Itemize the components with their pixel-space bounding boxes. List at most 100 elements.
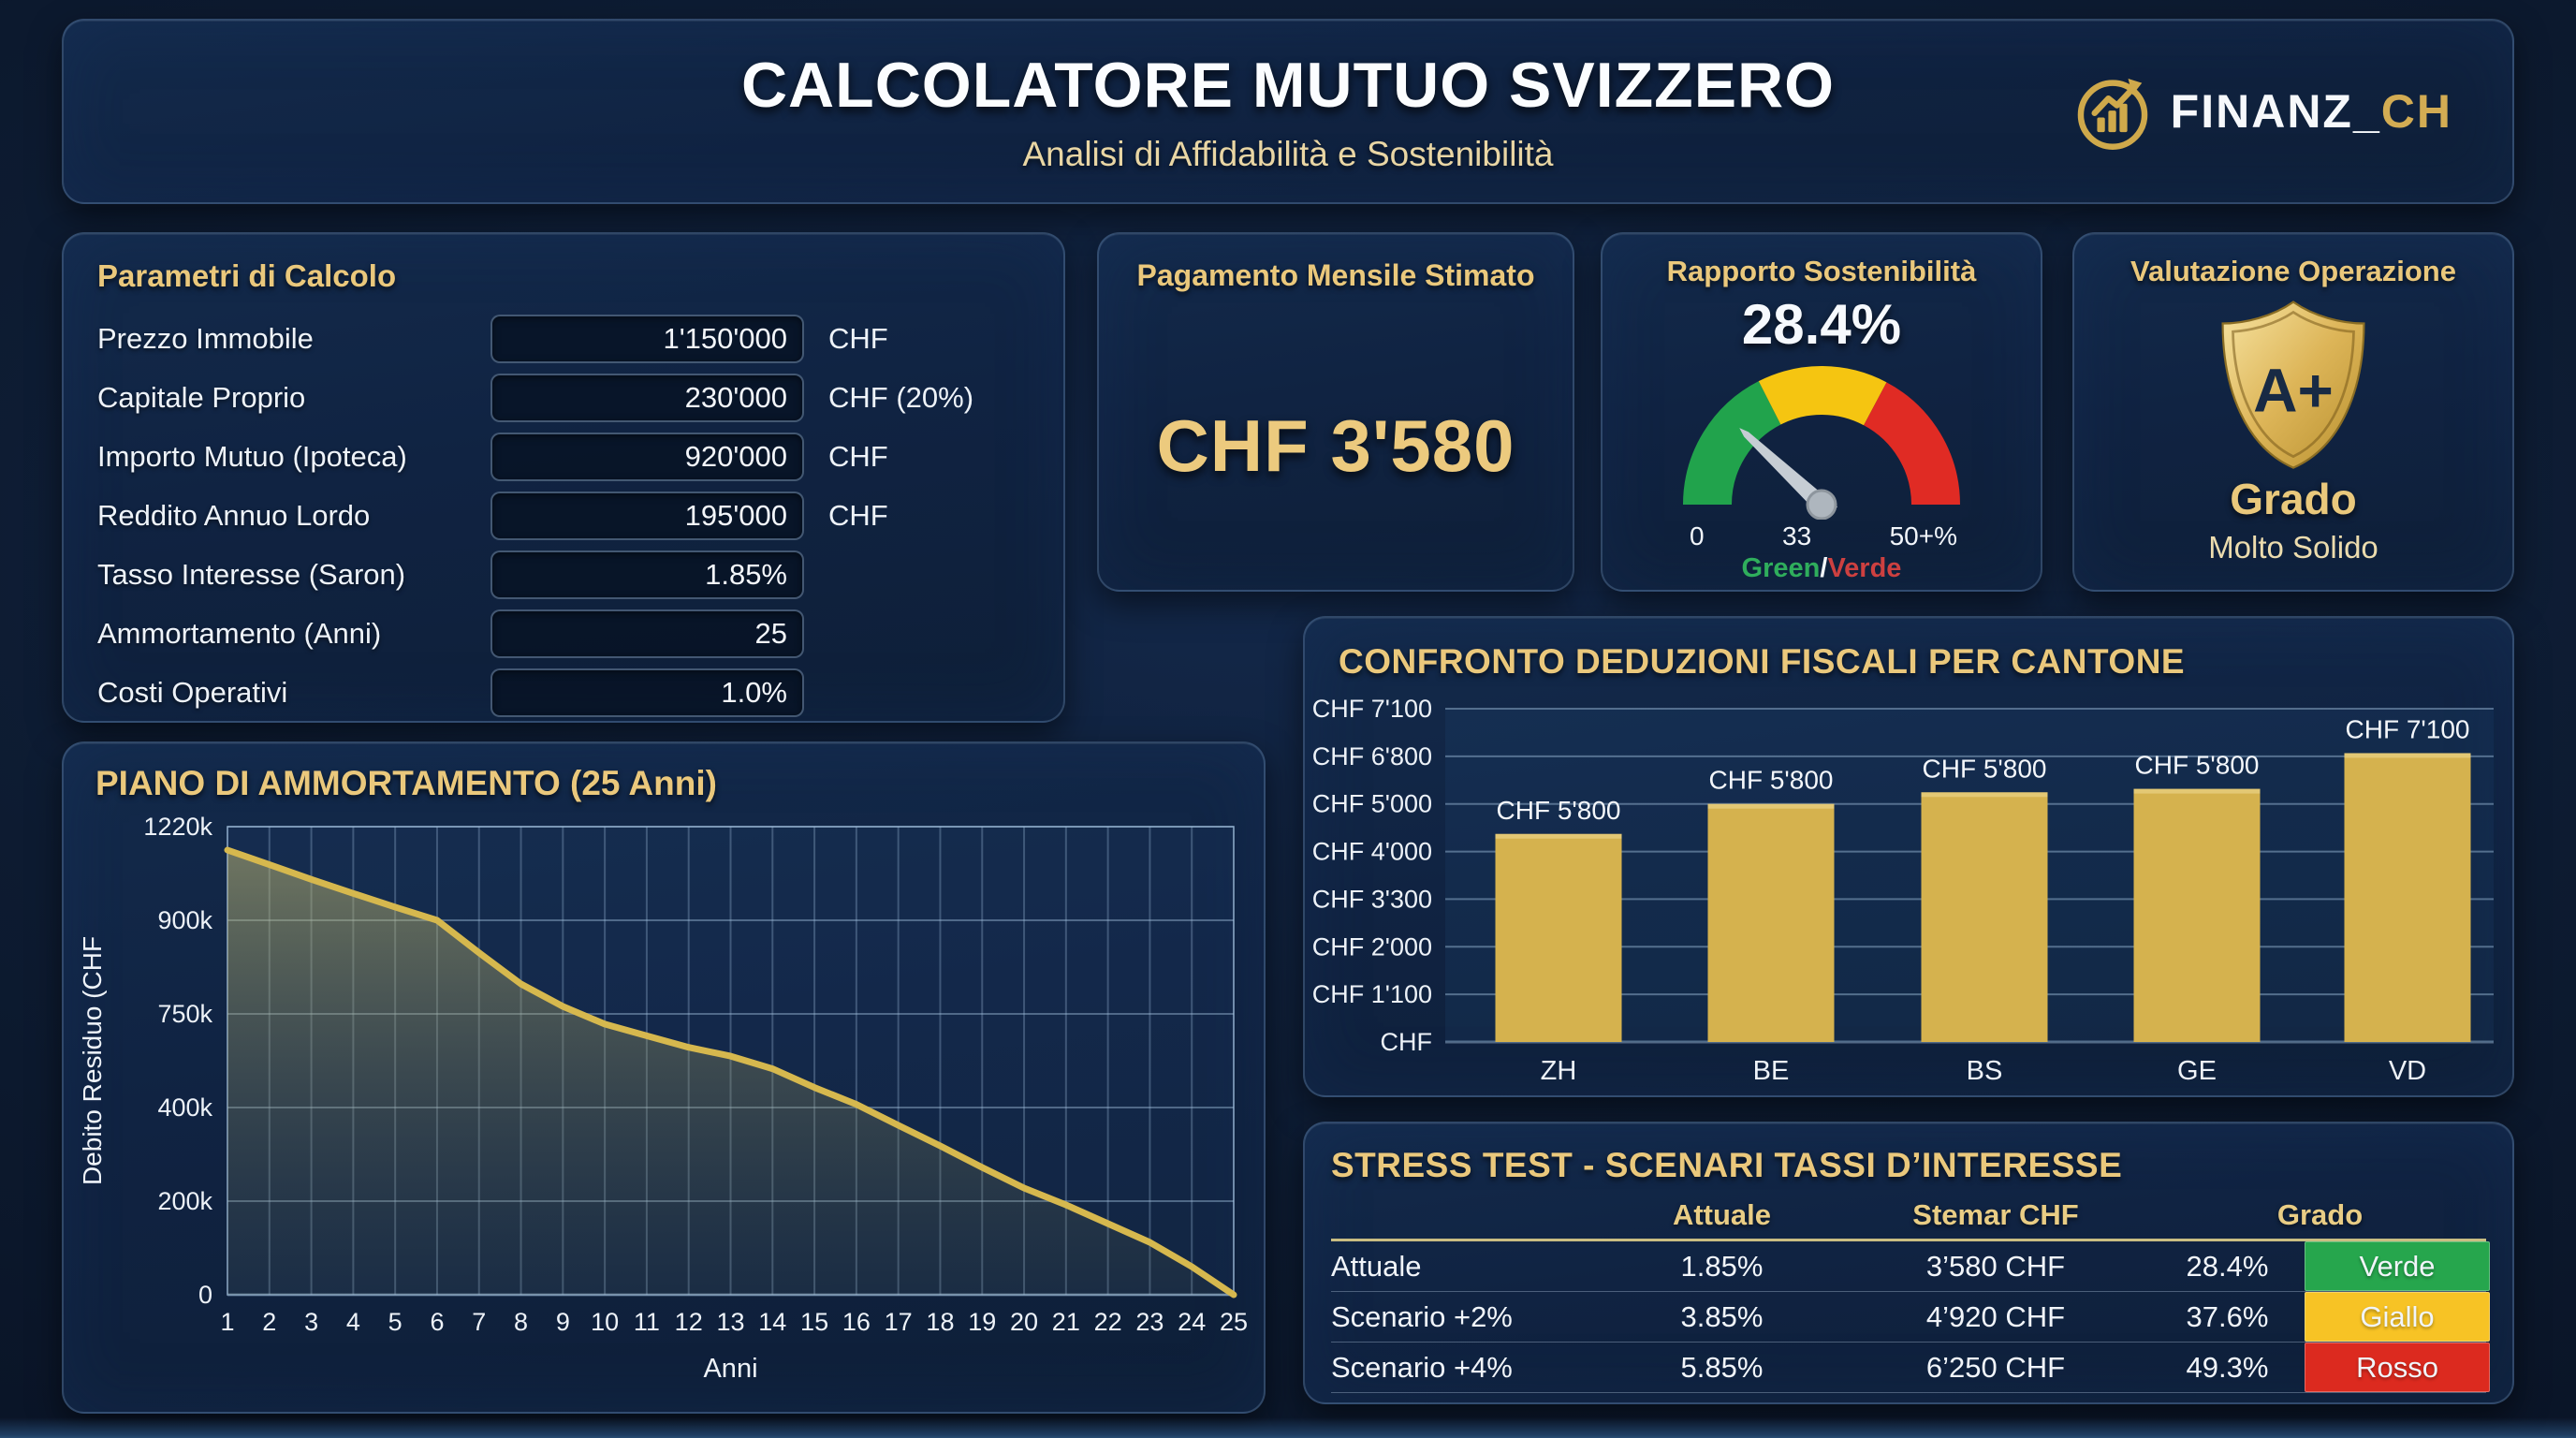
svg-text:200k: 200k (157, 1187, 212, 1215)
svg-text:11: 11 (634, 1308, 660, 1336)
gauge-tick-max: 50+% (1889, 521, 1957, 550)
status-badge-rosso: Rosso (2305, 1343, 2490, 1392)
svg-text:1: 1 (220, 1308, 234, 1336)
chart-growth-circle-icon (2077, 79, 2147, 150)
gauge-needle (1739, 428, 1838, 520)
svg-text:CHF 5'800: CHF 5'800 (2135, 751, 2260, 780)
param-row: Costi Operativi (97, 663, 1030, 722)
amortization-panel: PIANO DI AMMORTAMENTO (25 Anni) 0 200k 400… (62, 741, 1266, 1414)
stress-header-grado: Grado (2276, 1197, 2364, 1231)
param-input-tasso-interesse[interactable] (490, 550, 804, 599)
svg-text:CHF 5'800: CHF 5'800 (1709, 766, 1834, 795)
status-badge-giallo: Giallo (2305, 1292, 2490, 1342)
brand-logo: FINANZ_CH (2070, 68, 2452, 154)
gauge-legend-red: Verde (1827, 553, 1902, 583)
brand-name: FINANZ_CH (2171, 84, 2452, 139)
gauge-legend-green: Green (1741, 553, 1821, 583)
param-row: Capitale Proprio CHF (20%) (97, 368, 1030, 427)
svg-text:CHF 7'100: CHF 7'100 (1312, 695, 1432, 723)
svg-text:CHF 5'000: CHF 5'000 (1312, 790, 1432, 818)
param-unit: CHF (828, 321, 888, 355)
param-input-reddito-annuo[interactable] (490, 491, 804, 540)
svg-text:900k: 900k (157, 906, 212, 934)
bottom-edge-strip (0, 1417, 2576, 1438)
svg-text:14: 14 (758, 1308, 786, 1336)
param-input-prezzo-immobile[interactable] (490, 314, 804, 363)
svg-text:GE: GE (2177, 1056, 2217, 1086)
svg-text:17: 17 (885, 1308, 913, 1336)
svg-text:16: 16 (842, 1308, 871, 1336)
svg-text:CHF 2'000: CHF 2'000 (1312, 932, 1432, 961)
stress-table-row: Attuale 1.85% 3’580 CHF 28.4% Verde (1331, 1241, 2490, 1292)
stress-test-panel: STRESS TEST - SCENARI TASSI D’INTERESSE … (1303, 1122, 2514, 1404)
stress-table-row: Scenario +4% 5.85% 6’250 CHF 49.3% Rosso (1331, 1343, 2490, 1393)
svg-text:20: 20 (1010, 1308, 1038, 1336)
canton-deductions-panel: CONFRONTO DEDUZIONI FISCALI PER CANTONE … (1303, 616, 2514, 1097)
svg-text:0: 0 (198, 1281, 212, 1309)
monthly-payment-value: CHF 3'580 (1156, 404, 1515, 487)
stress-table-row: Scenario +2% 3.85% 4’920 CHF 37.6% Giall… (1331, 1292, 2490, 1343)
param-unit: CHF (20%) (828, 380, 974, 414)
svg-text:15: 15 (800, 1308, 828, 1336)
svg-text:25: 25 (1220, 1308, 1248, 1336)
brand-name-secondary: CH (2380, 85, 2452, 138)
stress-row-rate: 3.85% (1680, 1299, 1764, 1333)
stress-row-rate: 5.85% (1680, 1350, 1764, 1384)
param-label: Importo Mutuo (Ipoteca) (97, 439, 407, 473)
canton-chart-title: CONFRONTO DEDUZIONI FISCALI PER CANTONE (1339, 642, 2186, 681)
svg-text:7: 7 (472, 1308, 486, 1336)
svg-text:CHF 4'000: CHF 4'000 (1312, 838, 1432, 866)
param-row: Prezzo Immobile CHF (97, 309, 1030, 368)
stress-row-ratio: 49.3% (2186, 1350, 2269, 1384)
svg-text:CHF 6'800: CHF 6'800 (1312, 742, 1432, 770)
stress-row-scenario: Attuale (1331, 1249, 1422, 1283)
param-input-costi-operativi[interactable] (490, 668, 804, 717)
stress-header-stemar: Stemar CHF (1912, 1197, 2079, 1231)
stress-header-attuale: Attuale (1672, 1197, 1772, 1231)
svg-text:4: 4 (346, 1308, 360, 1336)
amortization-title: PIANO DI AMMORTAMENTO (25 Anni) (95, 764, 717, 802)
stress-row-rate: 1.85% (1680, 1249, 1764, 1283)
param-input-importo-mutuo[interactable] (490, 432, 804, 481)
svg-text:BS: BS (1967, 1056, 2003, 1086)
param-input-capitale-proprio[interactable] (490, 373, 804, 422)
param-label: Ammortamento (Anni) (97, 616, 382, 650)
status-badge-verde: Verde (2305, 1241, 2490, 1291)
parameters-title: Parametri di Calcolo (97, 258, 397, 293)
brand-name-primary: FINANZ_ (2170, 85, 2381, 138)
param-row: Reddito Annuo Lordo CHF (97, 486, 1030, 545)
param-label: Reddito Annuo Lordo (97, 498, 371, 532)
param-input-ammortamento[interactable] (490, 609, 804, 658)
svg-text:750k: 750k (157, 1000, 212, 1028)
param-row: Tasso Interesse (Saron) (97, 545, 1030, 604)
svg-text:Debito Residuo (CHF: Debito Residuo (CHF (78, 936, 107, 1185)
svg-text:CHF 1'100: CHF 1'100 (1312, 980, 1432, 1008)
param-label: Capitale Proprio (97, 380, 306, 414)
svg-text:2: 2 (262, 1308, 276, 1336)
svg-text:VD: VD (2389, 1056, 2426, 1086)
stress-row-payment: 3’580 CHF (1925, 1249, 2066, 1283)
stress-test-title: STRESS TEST - SCENARI TASSI D’INTERESSE (1331, 1146, 2123, 1184)
sustainability-gauge (1683, 366, 1960, 520)
gauge-value: 28.4% (1741, 293, 1902, 356)
svg-text:23: 23 (1135, 1308, 1164, 1336)
svg-text:BE: BE (1753, 1056, 1790, 1086)
svg-text:10: 10 (591, 1308, 619, 1336)
param-unit: CHF (828, 498, 888, 532)
svg-text:CHF 7'100: CHF 7'100 (2346, 714, 2470, 743)
svg-text:CHF 3'300: CHF 3'300 (1312, 885, 1432, 913)
canton-bar-chart: CHF CHF 1'100 CHF 2'000 CHF 3'300 CHF 4'000 C… (1312, 695, 2494, 1086)
gauge-tick-min: 0 (1690, 521, 1705, 550)
svg-text:18: 18 (926, 1308, 954, 1336)
svg-text:5: 5 (388, 1308, 402, 1336)
param-unit: CHF (828, 439, 888, 473)
stress-row-scenario: Scenario +2% (1331, 1299, 1513, 1333)
parameters-panel: Parametri di Calcolo Prezzo Immobile CHF… (62, 232, 1065, 723)
svg-text:9: 9 (556, 1308, 570, 1336)
svg-text:Anni: Anni (703, 1354, 757, 1384)
svg-text:12: 12 (675, 1308, 703, 1336)
stress-row-ratio: 28.4% (2186, 1249, 2269, 1283)
param-label: Tasso Interesse (Saron) (97, 557, 406, 591)
